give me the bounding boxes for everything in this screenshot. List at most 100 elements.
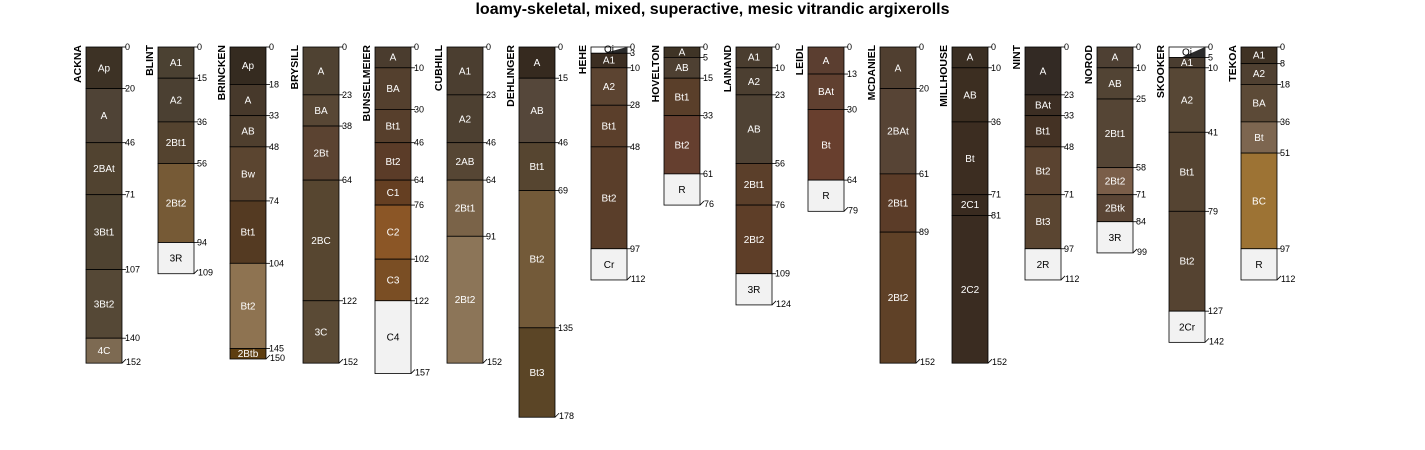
horizon-block — [1024, 115, 1062, 148]
depth-label: 0 — [1208, 42, 1213, 52]
depth-label: 109 — [198, 268, 213, 278]
horizon-block — [157, 163, 195, 243]
horizon-label: 2Btk — [1105, 204, 1126, 215]
depth-label: 51 — [1280, 148, 1290, 158]
depth-label: 10 — [1136, 63, 1146, 73]
horizon-label: A2 — [170, 96, 183, 107]
horizon-label: Bw — [241, 169, 256, 180]
depth-label: 10 — [630, 63, 640, 73]
depth-label: 71 — [991, 190, 1001, 200]
profile-name: MILLHOUSE — [938, 45, 950, 107]
horizon-block — [663, 115, 701, 175]
horizon-block — [1096, 167, 1134, 196]
depth-tick — [987, 358, 993, 364]
soil-profile: LEIDL A 0 BAt 13 Bt 30 R 64 79 — [794, 42, 858, 215]
depth-label: 38 — [342, 121, 352, 131]
horizon-label: BA — [314, 106, 328, 117]
depth-label: 109 — [775, 269, 790, 279]
horizon-label: A — [101, 111, 108, 122]
depth-label: 107 — [125, 265, 140, 275]
depth-label: 15 — [558, 73, 568, 83]
horizon-label: A1 — [1181, 58, 1194, 69]
horizon-label: 2Bt2 — [455, 295, 476, 306]
depth-label: 58 — [1136, 163, 1146, 173]
depth-label: 0 — [197, 42, 202, 52]
depth-label: 48 — [269, 142, 279, 152]
horizon-label: C2 — [387, 228, 400, 239]
depth-label: 56 — [197, 158, 207, 168]
depth-label: 112 — [1281, 274, 1295, 284]
horizon-label: A2 — [748, 77, 761, 88]
depth-label: 71 — [1064, 190, 1074, 200]
horizon-label: 2Bt1 — [166, 138, 187, 149]
depth-tick — [626, 275, 632, 281]
horizon-label: 2BAt — [93, 164, 115, 175]
depth-label: 79 — [1208, 206, 1218, 216]
depth-label: 48 — [630, 142, 640, 152]
soil-profile: NOROD A 0 AB 10 2Bt1 25 2Bt2 58 2Btk 71 3R 84 99 — [1083, 42, 1147, 257]
depth-label: 5 — [1208, 52, 1213, 62]
horizon-label: Bt1 — [385, 122, 400, 133]
horizon-block — [518, 142, 556, 191]
depth-label: 152 — [126, 357, 141, 367]
horizon-label: C1 — [387, 188, 400, 199]
horizon-label: Bt2 — [240, 301, 255, 312]
horizon-label: A2 — [459, 114, 472, 125]
soil-profile: HOVELTON A 0 AB 5 Bt1 15 Bt2 33 R 61 76 — [650, 42, 714, 209]
depth-label: 5 — [703, 52, 708, 62]
horizon-label: Bt2 — [1035, 166, 1050, 177]
profile-name: NINT — [1011, 44, 1023, 69]
depth-label: 71 — [125, 190, 135, 200]
profile-name: DEHLINGER — [505, 45, 517, 107]
depth-label: 23 — [342, 90, 352, 100]
depth-label: 0 — [1064, 42, 1069, 52]
depth-tick — [1204, 338, 1210, 343]
horizon-block — [1096, 221, 1134, 254]
horizon-label: 2R — [1037, 260, 1050, 271]
horizon-block — [229, 46, 267, 85]
depth-label: 3 — [630, 48, 635, 58]
horizon-label: Bt1 — [1035, 127, 1050, 138]
horizon-label: Bt1 — [529, 162, 544, 173]
soil-profile: BRYSILL A 0 BA 23 2Bt 38 2BC 64 3C 122 152 — [289, 42, 358, 367]
horizon-block — [1024, 146, 1062, 196]
horizon-label: Ap — [242, 61, 255, 72]
chart-title: loamy-skeletal, mixed, superactive, mesi… — [475, 1, 950, 18]
horizon-block — [735, 163, 773, 206]
depth-label: 23 — [486, 90, 496, 100]
horizon-block — [1024, 194, 1062, 250]
horizon-block — [663, 77, 701, 117]
horizon-block — [735, 67, 773, 96]
depth-label: 150 — [270, 353, 285, 363]
depth-label: 46 — [558, 138, 568, 148]
horizon-label: BA — [386, 84, 400, 95]
horizon-block — [518, 46, 556, 79]
horizon-block — [302, 125, 340, 181]
horizon-label: A2 — [1181, 96, 1194, 107]
depth-label: 99 — [1137, 247, 1147, 257]
depth-label: 124 — [776, 299, 791, 309]
horizon-label: Bt2 — [385, 157, 400, 168]
horizon-label: 2BAt — [887, 127, 909, 138]
horizon-label: Bt1 — [601, 122, 616, 133]
profile-name: BLINT — [144, 44, 156, 75]
horizon-label: 3C — [315, 327, 328, 338]
horizon-block — [446, 179, 484, 237]
depth-label: 36 — [1280, 117, 1290, 127]
depth-tick — [193, 269, 199, 275]
depth-label: 97 — [1064, 244, 1074, 254]
soil-profile: DEHLINGER A 0 AB 15 Bt1 46 Bt2 69 Bt3 135 178 — [505, 42, 574, 421]
depth-label: 89 — [919, 227, 929, 237]
horizon-label: AB — [747, 125, 761, 136]
depth-label: 0 — [486, 42, 491, 52]
depth-label: 0 — [919, 42, 924, 52]
horizon-label: 2Bt — [313, 149, 328, 160]
depth-label: 25 — [1136, 94, 1146, 104]
horizon-block — [302, 300, 340, 364]
soil-profile: MCDANIEL A 0 2BAt 20 2Bt1 61 2Bt2 89 152 — [866, 42, 935, 367]
depth-label: 94 — [197, 238, 207, 248]
horizon-block — [229, 84, 267, 117]
depth-label: 20 — [919, 84, 929, 94]
horizon-block — [374, 204, 412, 260]
horizon-label: A — [679, 47, 686, 58]
